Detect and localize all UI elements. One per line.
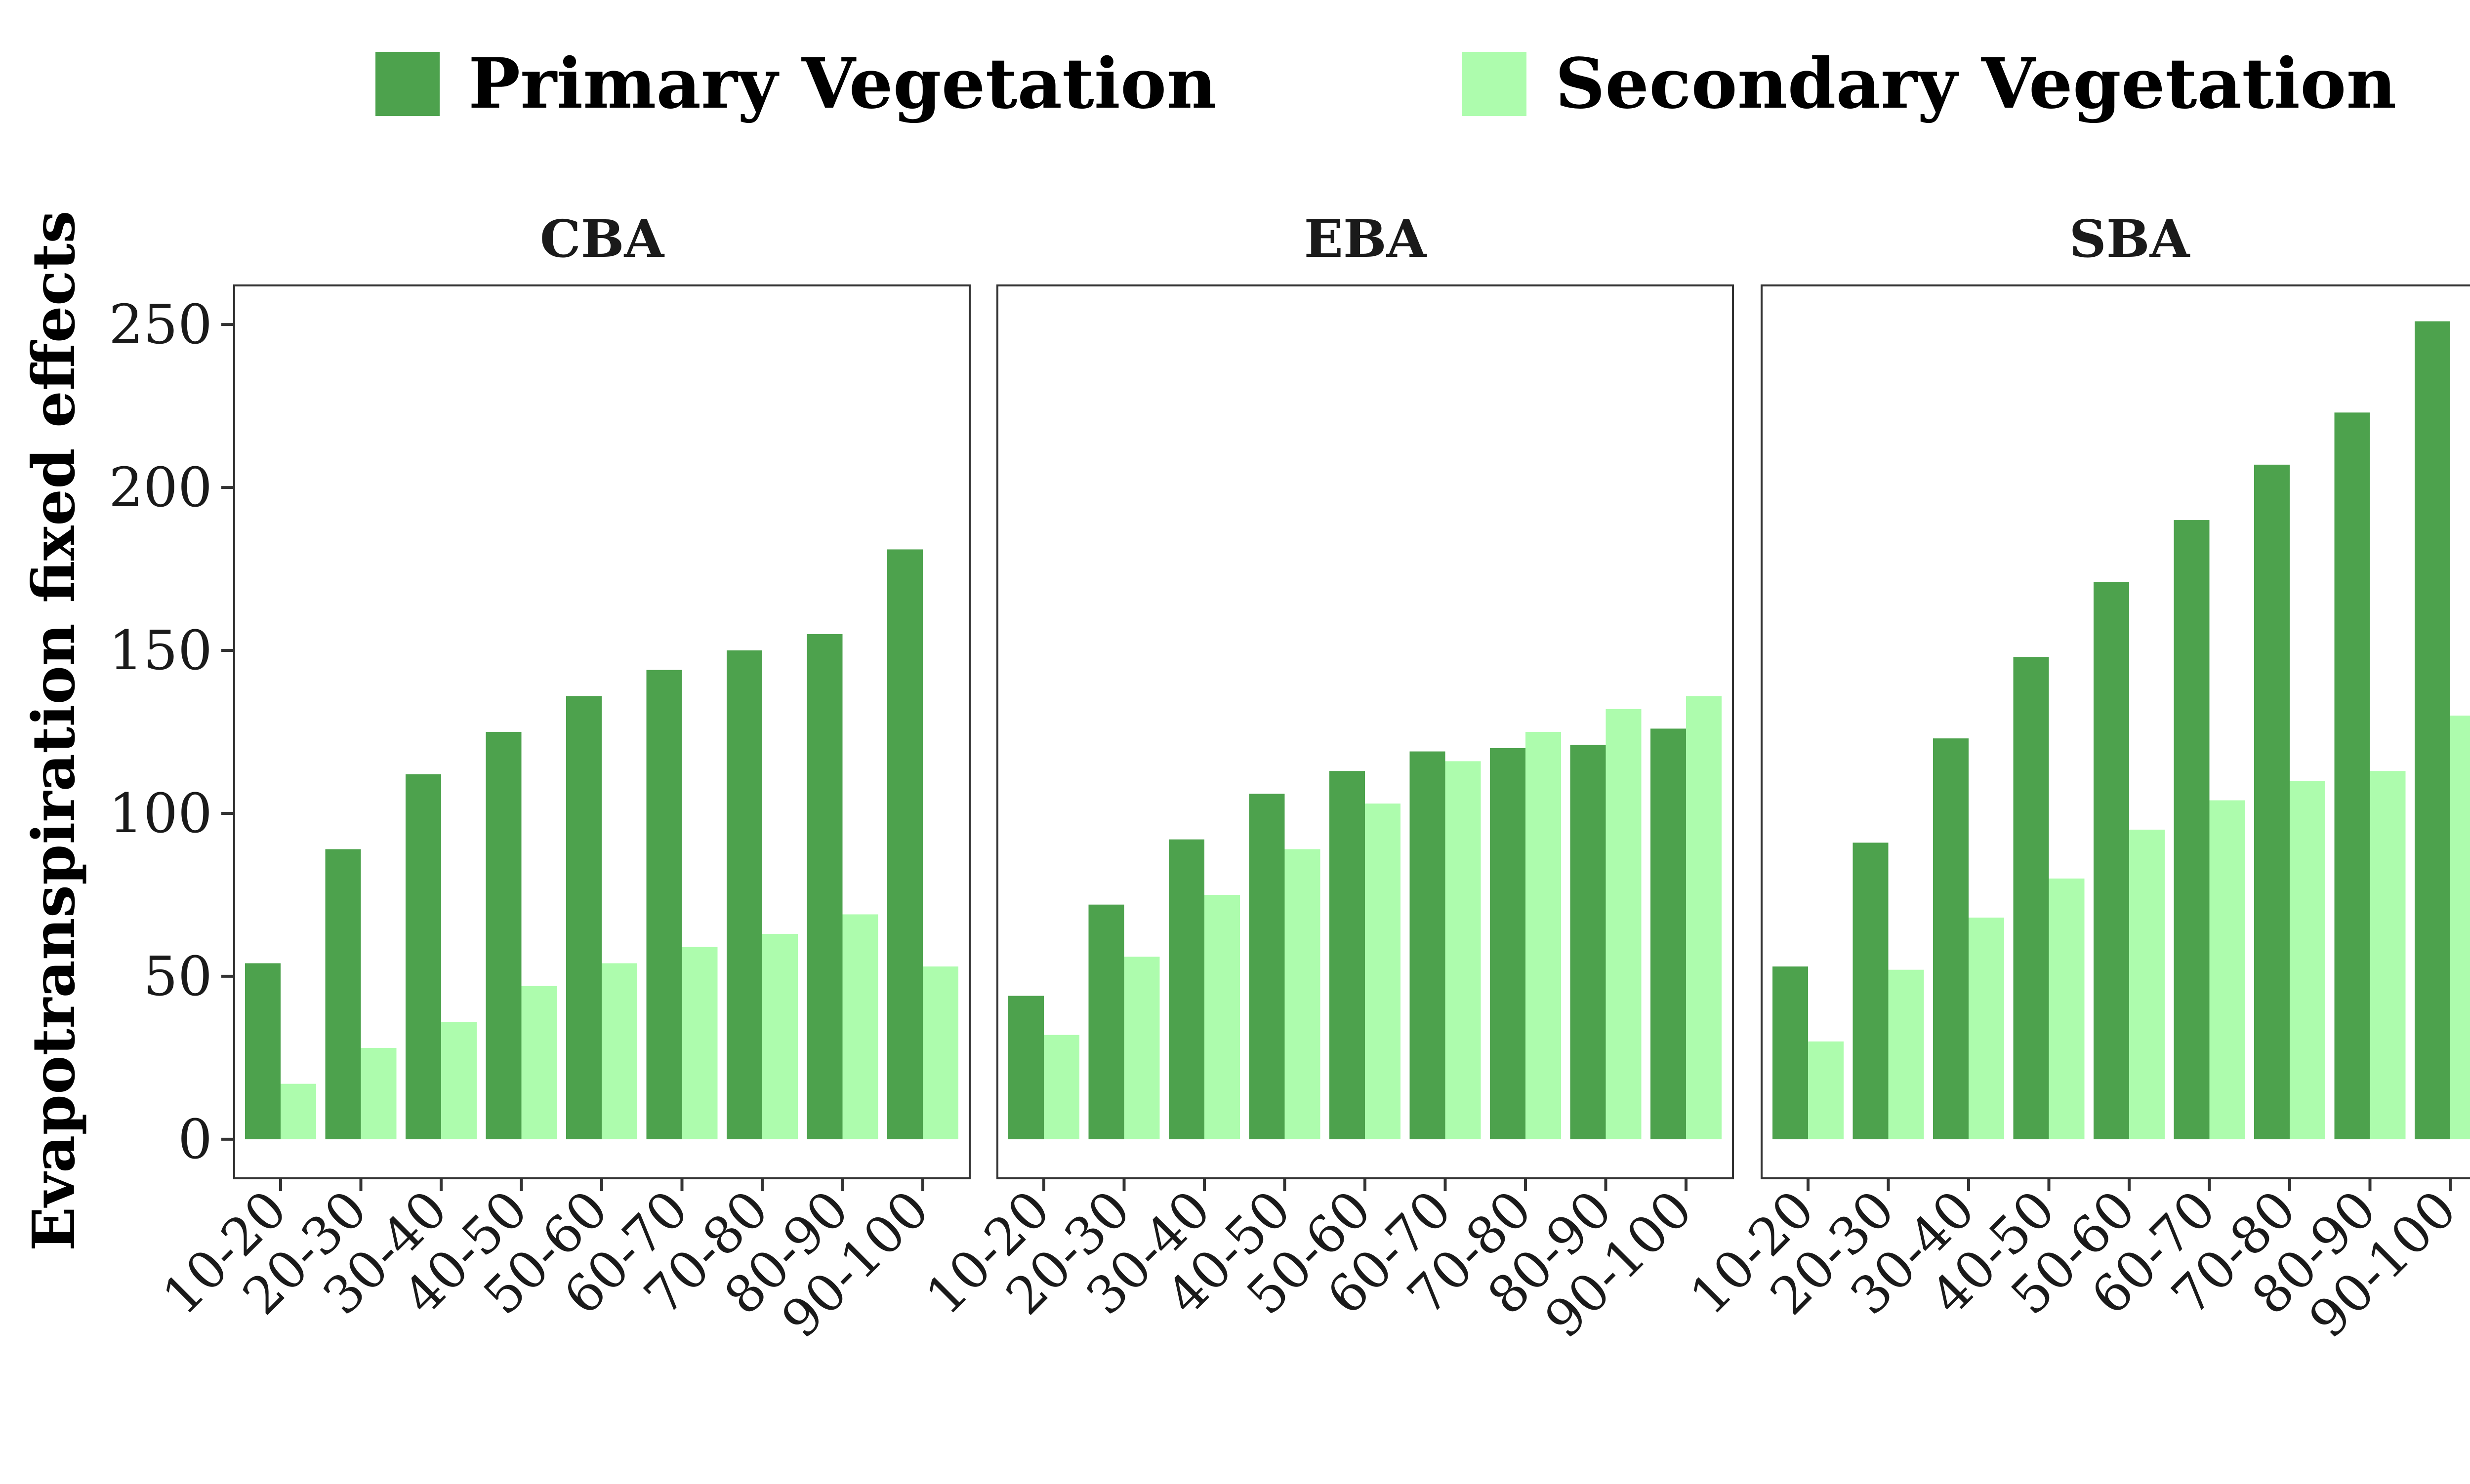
panel-border (1761, 284, 2470, 1179)
bar-cba-primary-vegetation-20-30 (325, 849, 361, 1139)
bar-eba-primary-vegetation-70-80 (1490, 748, 1525, 1139)
legend: Primary Vegetation Secondary Vegetation (375, 43, 2396, 124)
bar-eba-primary-vegetation-90-100 (1650, 728, 1686, 1139)
bar-sba-primary-vegetation-70-80 (2254, 464, 2290, 1139)
bar-sba-secondary-vegetation-50-60 (2129, 829, 2165, 1139)
bar-cba-primary-vegetation-50-60 (566, 696, 602, 1139)
bar-eba-secondary-vegetation-50-60 (1365, 803, 1400, 1139)
bar-eba-secondary-vegetation-80-90 (1606, 709, 1642, 1139)
facet-title: EBA (1304, 208, 1427, 269)
bar-eba-secondary-vegetation-30-40 (1204, 894, 1240, 1139)
y-tick-label: 100 (109, 782, 212, 845)
bar-eba-primary-vegetation-30-40 (1169, 839, 1204, 1139)
y-axis-label: Evapotranspiration fixed effects (19, 210, 88, 1251)
bar-cba-secondary-vegetation-20-30 (361, 1048, 397, 1139)
bar-cba-secondary-vegetation-10-20 (281, 1083, 316, 1139)
bar-cba-secondary-vegetation-30-40 (441, 1022, 477, 1139)
bar-cba-primary-vegetation-60-70 (646, 670, 682, 1139)
bar-sba-primary-vegetation-10-20 (1772, 966, 1808, 1139)
bar-eba-primary-vegetation-40-50 (1249, 794, 1285, 1139)
bar-cba-secondary-vegetation-50-60 (602, 963, 637, 1139)
facet-panel-cba: CBA 10-2020-3030-4040-5050-6060-7070-808… (151, 208, 971, 1349)
bar-sba-primary-vegetation-80-90 (2334, 412, 2370, 1139)
panel-border (233, 284, 971, 1179)
y-tick-label: 150 (109, 619, 212, 682)
bar-cba-secondary-vegetation-70-80 (762, 934, 798, 1139)
bar-sba-primary-vegetation-20-30 (1852, 842, 1889, 1139)
bar-sba-secondary-vegetation-90-100 (2450, 716, 2470, 1139)
facet-title: SBA (2069, 208, 2190, 269)
y-tick-label: 250 (109, 293, 212, 356)
legend-label-secondary-vegetation: Secondary Vegetation (1555, 43, 2396, 124)
bar-cba-primary-vegetation-40-50 (486, 732, 522, 1139)
bar-eba-secondary-vegetation-70-80 (1525, 732, 1561, 1139)
bar-sba-secondary-vegetation-40-50 (2049, 878, 2085, 1139)
bar-sba-secondary-vegetation-10-20 (1808, 1041, 1844, 1139)
bar-eba-primary-vegetation-10-20 (1008, 996, 1044, 1139)
bar-sba-secondary-vegetation-60-70 (2209, 800, 2245, 1139)
y-tick-label: 0 (178, 1108, 212, 1171)
y-tick-label: 200 (109, 456, 212, 519)
bar-eba-secondary-vegetation-10-20 (1044, 1035, 1079, 1139)
legend-swatch-primary-vegetation (375, 52, 440, 116)
bar-sba-secondary-vegetation-20-30 (1888, 969, 1924, 1139)
bar-cba-secondary-vegetation-60-70 (682, 947, 718, 1139)
bar-cba-primary-vegetation-30-40 (406, 774, 441, 1139)
bar-eba-primary-vegetation-80-90 (1570, 745, 1606, 1139)
bar-sba-primary-vegetation-40-50 (2013, 657, 2049, 1139)
bar-eba-secondary-vegetation-20-30 (1124, 957, 1160, 1139)
bar-sba-primary-vegetation-50-60 (2094, 582, 2129, 1139)
facet-title: CBA (540, 208, 665, 269)
y-tick-label: 50 (143, 945, 212, 1008)
panel-border (996, 284, 1734, 1179)
bar-eba-primary-vegetation-60-70 (1409, 751, 1445, 1139)
legend-label-primary-vegetation: Primary Vegetation (468, 43, 1217, 124)
bar-sba-primary-vegetation-60-70 (2174, 520, 2210, 1139)
bar-cba-primary-vegetation-90-100 (887, 549, 923, 1139)
bar-cba-primary-vegetation-70-80 (727, 650, 762, 1139)
bar-cba-secondary-vegetation-90-100 (923, 966, 958, 1139)
bar-cba-secondary-vegetation-80-90 (842, 914, 878, 1139)
bar-sba-primary-vegetation-30-40 (1933, 738, 1969, 1139)
bar-eba-secondary-vegetation-90-100 (1686, 696, 1722, 1139)
bar-eba-secondary-vegetation-60-70 (1445, 761, 1481, 1139)
y-axis: 0 50 100 150 200 250 (109, 293, 234, 1171)
bar-cba-primary-vegetation-80-90 (807, 634, 843, 1139)
facet-panel-eba: EBA 10-2020-3030-4040-5050-6060-7070-808… (914, 208, 1734, 1349)
bar-sba-secondary-vegetation-70-80 (2290, 780, 2325, 1139)
bar-cba-primary-vegetation-10-20 (245, 963, 281, 1139)
bar-cba-secondary-vegetation-40-50 (521, 986, 557, 1139)
bar-sba-secondary-vegetation-30-40 (1969, 918, 2004, 1139)
facet-panel-sba: SBA 10-2020-3030-4040-5050-6060-7070-808… (1678, 208, 2470, 1349)
bar-sba-secondary-vegetation-80-90 (2370, 771, 2406, 1139)
bar-eba-secondary-vegetation-40-50 (1284, 849, 1320, 1139)
bar-eba-primary-vegetation-50-60 (1329, 771, 1365, 1139)
bar-sba-primary-vegetation-90-100 (2415, 321, 2450, 1139)
bar-eba-primary-vegetation-20-30 (1088, 904, 1124, 1139)
legend-swatch-secondary-vegetation (1462, 52, 1526, 116)
